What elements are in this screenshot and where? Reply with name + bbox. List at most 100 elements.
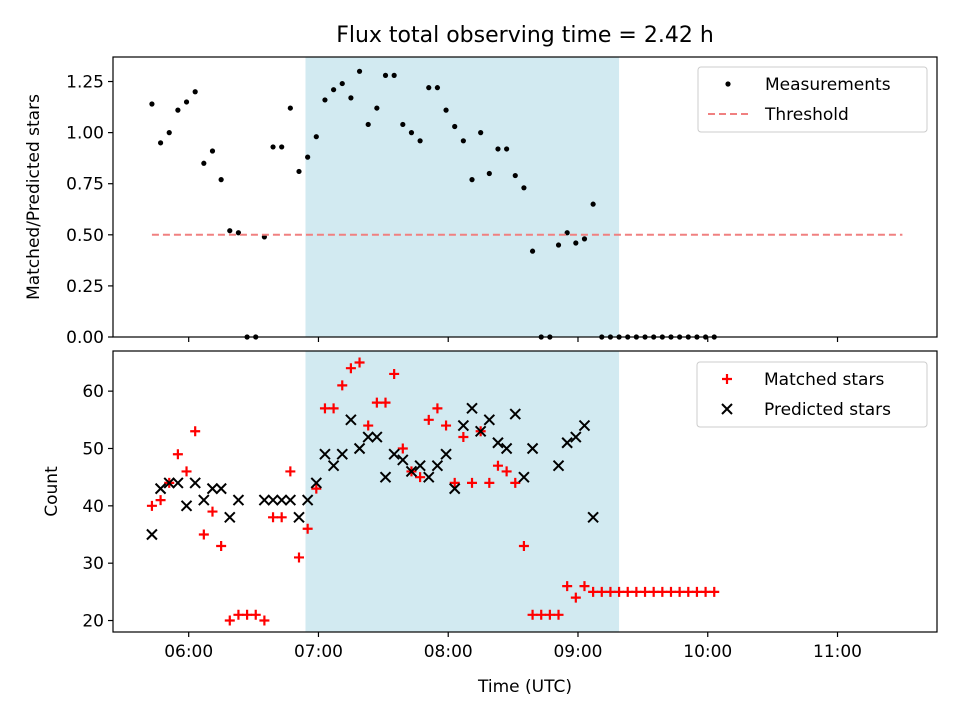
measurement-point [374,105,380,111]
predicted-point [570,431,582,443]
predicted-point [388,448,400,460]
predicted-point [353,442,366,455]
measurement-point [443,107,449,113]
predicted-point [258,494,271,506]
matched-point [467,477,478,488]
matched-point [648,586,659,597]
matched-point [579,581,590,592]
legend-box [697,66,928,133]
series-predicted-stars [146,402,599,541]
measurement-point [521,185,527,191]
matched-point [181,466,192,477]
predicted-point [379,471,392,483]
predicted-point [466,402,478,415]
predicted-point [275,494,288,506]
legend-box [696,361,928,428]
legend-label: Matched stars [764,370,884,390]
matched-point [207,506,218,517]
bottom-panel: 20 30 40 50 60 06:00 07:00 08:00 09:00 10:00 11:00… [42,350,938,697]
series-matched-stars [146,357,720,626]
y-axis-label: Matched/Predicted stars [24,94,44,300]
measurement-point [504,146,510,152]
matched-point [276,512,287,523]
predicted-point [146,528,158,541]
x-tick-label: 10:00 [683,642,732,662]
matched-point [518,540,529,551]
series-measurements [149,68,717,340]
shaded-span [305,351,620,632]
predicted-point [552,459,565,472]
top-panel: 0.00 0.25 0.50 0.75 1.00 1.25 Matched/Predicte… [24,56,938,348]
predicted-point [154,482,167,495]
measurement-point [201,160,207,166]
matched-point [536,609,547,620]
legend-label: Threshold [764,105,849,125]
predicted-point [172,477,184,489]
matched-point [553,609,564,620]
matched-point [354,357,365,368]
measurement-point [573,240,579,246]
legend-marker-x [721,403,733,415]
predicted-point [440,448,452,460]
predicted-point [449,482,461,495]
matched-point [146,500,157,511]
predicted-point [561,437,573,449]
measurement-point [417,138,423,144]
matched-point [155,495,166,506]
predicted-point [431,459,444,472]
matched-point [415,472,426,483]
measurement-point [581,236,588,242]
predicted-point [423,471,435,483]
measurement-point [469,177,475,183]
matched-point [570,592,581,603]
matched-point [302,523,313,534]
measurement-point [426,85,432,91]
matched-point [285,466,296,477]
predicted-point [500,442,513,455]
matched-point [190,426,201,437]
matched-point [259,615,270,626]
matched-point [631,586,642,597]
measurement-point [391,72,397,78]
measurement-point [555,242,562,248]
x-tick-label: 09:00 [553,642,602,662]
matched-point [371,397,382,408]
y-tick-label: 0.50 [66,226,104,246]
measurement-point [486,170,492,177]
predicted-point [163,477,175,489]
measurement-point [192,89,198,95]
predicted-point [474,425,487,437]
measurement-point [512,172,518,179]
predicted-point [180,500,193,512]
measurement-point [400,121,406,128]
matched-point [311,483,322,494]
x-tick-label: 11:00 [813,642,862,662]
measurement-point [270,144,276,150]
matched-point [337,380,348,391]
matched-point [432,403,443,414]
measurement-point [365,121,371,128]
y-tick-label: 0.25 [66,277,104,297]
matched-point [700,586,711,597]
matched-point [328,403,339,414]
measurement-point [175,107,181,113]
x-axis-label: Time (UTC) [477,677,572,697]
chart-title: Flux total observing time = 2.42 h [336,23,714,48]
measurement-point [157,140,164,146]
matched-point [172,449,183,460]
predicted-point [224,511,236,524]
predicted-point [457,419,470,432]
matched-point [449,477,460,488]
matched-point [596,586,607,597]
matched-point [224,615,235,626]
matched-point [614,586,625,597]
measurement-point [330,87,337,93]
measurement-point [452,123,458,130]
predicted-point [518,471,530,483]
predicted-point [483,414,496,426]
measurement-point [356,68,363,74]
measurement-point [235,230,242,236]
measurement-point [296,168,302,175]
predicted-point [206,482,219,495]
